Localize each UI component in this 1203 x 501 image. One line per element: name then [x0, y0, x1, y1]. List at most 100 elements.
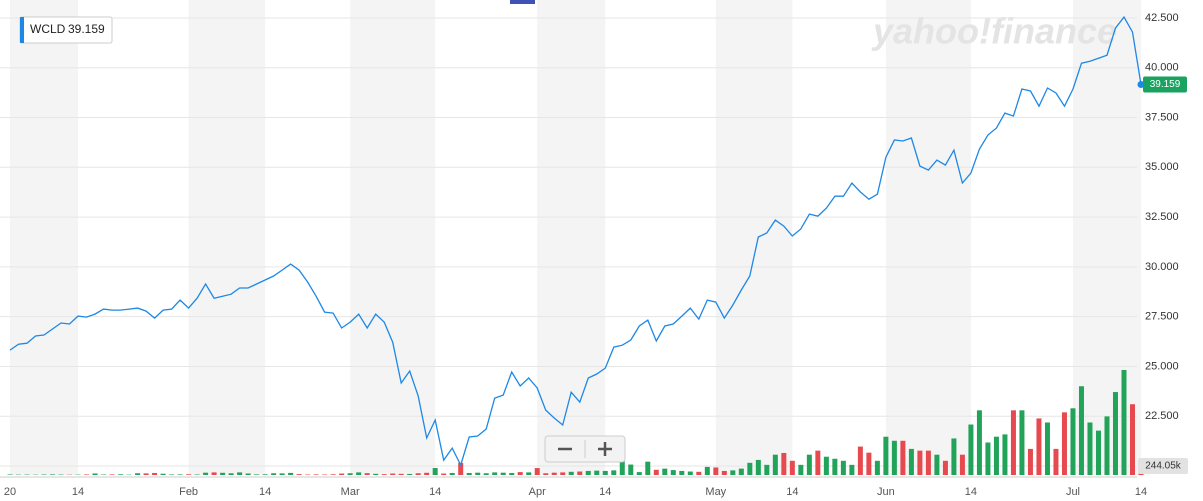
volume-bar	[441, 473, 447, 475]
x-tick-label: Jun	[877, 486, 895, 498]
volume-bar	[1061, 412, 1067, 475]
volume-bar	[186, 474, 192, 475]
volume-bar	[985, 442, 991, 475]
band	[188, 0, 266, 475]
volume-bar	[883, 436, 889, 475]
volume-bars	[7, 370, 1144, 475]
bands	[10, 0, 1141, 475]
volume-bar	[347, 473, 353, 475]
volume-bar	[789, 460, 795, 475]
band	[350, 0, 436, 475]
volume-bar	[704, 466, 710, 475]
volume-bar	[220, 472, 226, 475]
volume-bar	[364, 473, 370, 475]
volume-bar	[152, 472, 158, 475]
legend-swatch	[20, 17, 24, 43]
volume-bar	[713, 467, 719, 475]
volume-bar	[203, 472, 209, 475]
volume-bar	[254, 474, 260, 475]
volume-bar	[636, 472, 642, 475]
band	[10, 0, 79, 475]
volume-bar	[815, 450, 821, 475]
volume-bar	[755, 459, 761, 475]
zoom-controls[interactable]	[544, 435, 626, 463]
volume-bar	[653, 469, 659, 475]
price-line	[9, 15, 1142, 467]
volume-bar	[832, 458, 838, 475]
volume-bar	[628, 464, 634, 475]
x-tick-label: 20	[4, 486, 16, 498]
legend: WCLD 39.159	[19, 16, 113, 44]
x-tick-label: Apr	[529, 486, 546, 498]
legend-name: WCLD	[30, 22, 66, 36]
last-point	[1137, 80, 1145, 88]
volume-bar	[288, 472, 294, 475]
x-tick-label: Mar	[341, 486, 360, 498]
volume-bar	[772, 454, 778, 475]
volume-bar	[645, 461, 651, 475]
top-indicator	[510, 0, 535, 4]
volume-bar	[1002, 434, 1008, 475]
x-tick-label: 14	[786, 486, 798, 498]
volume-bar	[339, 473, 345, 475]
volume-bar	[458, 462, 464, 475]
volume-bar	[747, 462, 753, 475]
volume-bar	[840, 460, 846, 475]
volume-bar	[526, 472, 532, 475]
volume-bar	[577, 471, 583, 475]
volume-bar	[1078, 386, 1084, 475]
x-tick-label: 14	[1135, 486, 1147, 498]
volume-bar	[781, 452, 787, 475]
volume-bar	[228, 473, 234, 475]
volume-bar	[849, 464, 855, 475]
axis-layer: 20.00022.50025.00027.50030.00032.50035.0…	[0, 12, 1188, 498]
volume-bar	[908, 448, 914, 475]
volume-bar	[50, 474, 56, 475]
volume-bar	[764, 464, 770, 475]
volume-bar	[662, 468, 668, 475]
y-tick-label: 42.500	[1145, 12, 1179, 24]
x-tick-label: 14	[965, 486, 977, 498]
x-tick-label: Feb	[179, 486, 198, 498]
volume-bar	[585, 470, 591, 475]
volume-bar	[160, 473, 166, 475]
volume-bar	[934, 454, 940, 475]
volume-bar	[279, 473, 285, 475]
volume-bar	[432, 468, 438, 475]
x-tick-label: 14	[259, 486, 271, 498]
volume-bar	[1070, 408, 1076, 475]
volume-bar	[968, 424, 974, 475]
x-tick-label: 14	[429, 486, 441, 498]
y-tick-label: 37.500	[1145, 111, 1179, 123]
y-tick-label: 22.500	[1145, 410, 1179, 422]
volume-bar	[976, 410, 982, 475]
volume-bar	[492, 472, 498, 475]
volume-bar	[1053, 448, 1059, 475]
volume-bar	[551, 472, 557, 475]
price-layer	[9, 15, 1142, 467]
volume-bar	[135, 473, 141, 475]
volume-bar	[619, 461, 625, 475]
volume-bar	[602, 470, 608, 475]
volume-bar	[237, 472, 243, 475]
volume-bar	[118, 474, 124, 475]
x-tick-label: Jul	[1066, 486, 1080, 498]
volume-bar	[917, 450, 923, 475]
volume-bar	[92, 473, 98, 475]
volume-bar	[951, 438, 957, 475]
volume-bar	[415, 473, 421, 475]
volume-badge	[1138, 458, 1188, 474]
volume-bar	[900, 440, 906, 475]
volume-bar	[1036, 418, 1042, 475]
volume-bar	[356, 472, 362, 475]
volume-bar	[143, 473, 149, 475]
volume-bar	[594, 470, 600, 475]
volume-bar	[1095, 430, 1101, 475]
legend-value: 39.159	[68, 22, 105, 36]
x-tick-label: 14	[72, 486, 84, 498]
volume-bar	[543, 473, 549, 475]
volume-bar	[696, 471, 702, 475]
volume-bar	[1129, 404, 1135, 475]
volume-bar	[806, 454, 812, 475]
volume-bar	[373, 473, 379, 475]
